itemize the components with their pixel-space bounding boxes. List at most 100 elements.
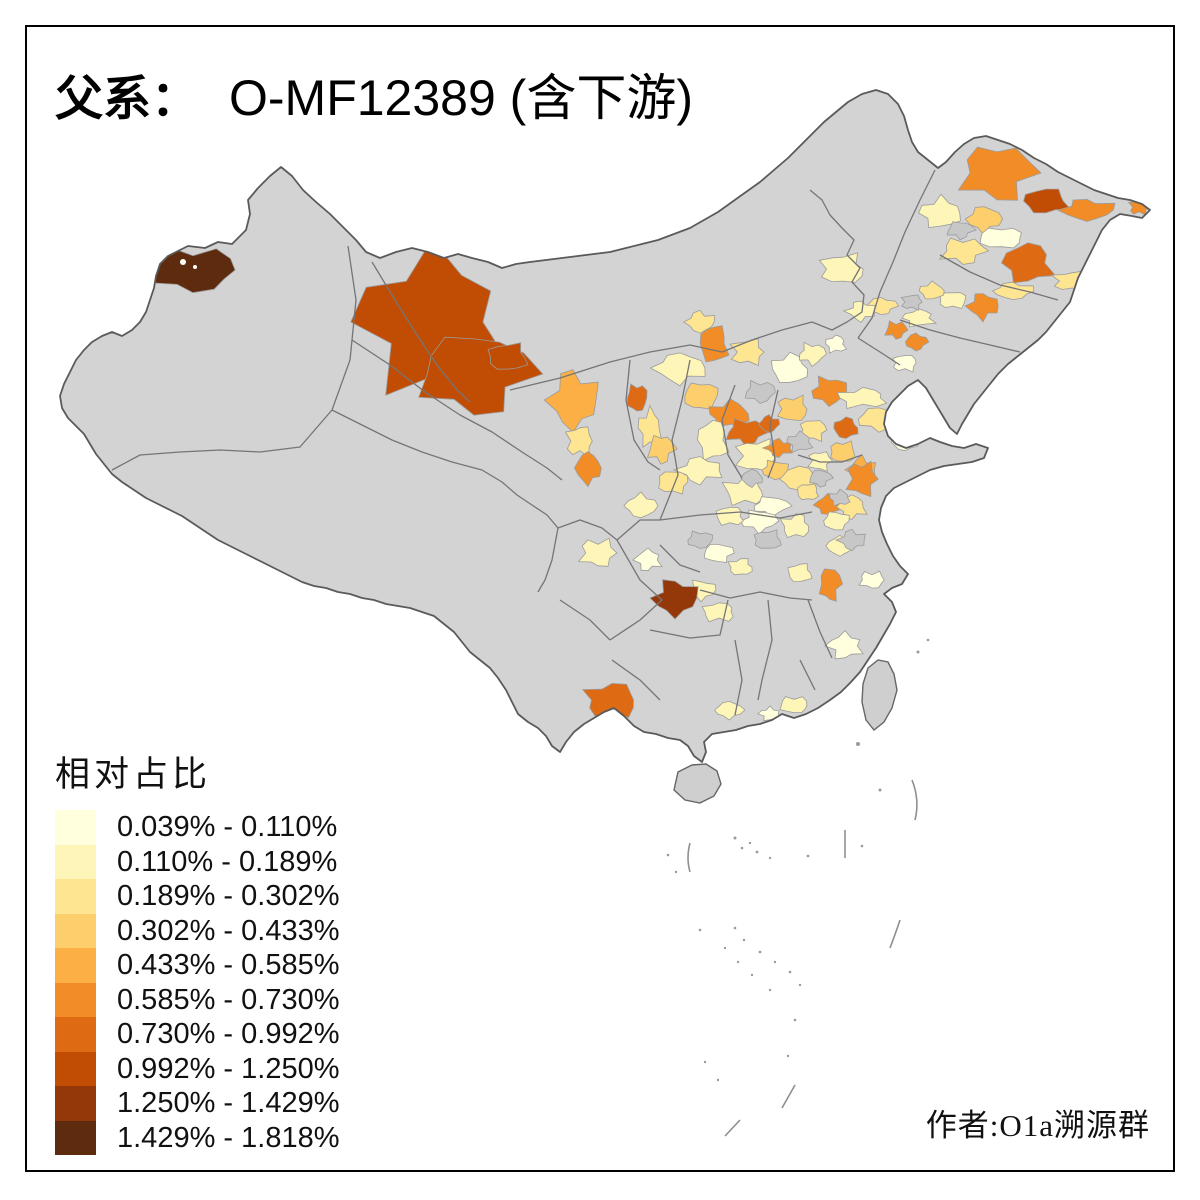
region-blob bbox=[957, 146, 1042, 201]
region-blob bbox=[725, 417, 770, 448]
legend-label: 0.302% - 0.433% bbox=[117, 914, 340, 947]
region-blob bbox=[632, 547, 663, 572]
legend-label: 1.250% - 1.429% bbox=[117, 1087, 340, 1119]
region-blob bbox=[573, 451, 602, 488]
region-blob bbox=[744, 379, 776, 404]
legend-label: 0.730% - 0.992% bbox=[117, 1018, 340, 1050]
region-blob bbox=[946, 221, 977, 241]
map-title: 父系： O-MF12389 (含下游) bbox=[55, 58, 693, 130]
region-blob bbox=[904, 332, 930, 352]
region-blob bbox=[786, 430, 814, 454]
region-blob bbox=[939, 292, 967, 309]
legend-label: 1.429% - 1.818% bbox=[117, 1121, 340, 1154]
region-blob bbox=[918, 193, 961, 229]
national-border bbox=[59, 89, 1151, 763]
legend-label: 0.039% - 0.110% bbox=[117, 811, 338, 843]
region-blob bbox=[918, 280, 945, 300]
region-blob bbox=[858, 570, 885, 589]
title-main: O-MF12389 (含下游) bbox=[229, 70, 693, 126]
legend-label: 0.110% - 0.189% bbox=[117, 845, 338, 878]
region-blob bbox=[823, 511, 850, 531]
region-blob bbox=[758, 414, 781, 434]
region-blob bbox=[828, 488, 851, 507]
region-blob bbox=[991, 281, 1035, 301]
region-blob bbox=[892, 354, 917, 373]
legend-swatch bbox=[55, 1017, 96, 1052]
legend-swatch bbox=[55, 948, 96, 983]
mainland-landmass bbox=[60, 90, 1150, 762]
region-blob bbox=[577, 537, 618, 567]
region-blob bbox=[779, 696, 808, 714]
region-blob bbox=[836, 386, 888, 410]
legend-label: 0.992% - 1.250% bbox=[117, 1052, 340, 1085]
region-blob bbox=[1000, 242, 1057, 284]
region-blob bbox=[809, 469, 834, 488]
region-blob bbox=[697, 419, 730, 462]
region-blob bbox=[825, 334, 848, 354]
province-borders bbox=[111, 169, 1059, 716]
region-blob bbox=[776, 394, 808, 422]
region-blob bbox=[740, 468, 763, 489]
title-prefix: 父系： bbox=[55, 73, 200, 126]
region-blob bbox=[798, 341, 827, 367]
region-blob bbox=[715, 506, 744, 526]
region-blob bbox=[964, 206, 1004, 236]
region-blob bbox=[823, 630, 864, 660]
region-blob bbox=[727, 558, 753, 576]
legend-label: 0.433% - 0.585% bbox=[117, 949, 340, 981]
region-blob bbox=[487, 342, 529, 370]
legend-swatch bbox=[55, 1120, 96, 1155]
legend-row: 1.250% - 1.429% bbox=[55, 1086, 339, 1121]
legend-row: 0.302% - 0.433% bbox=[55, 913, 340, 948]
region-blob bbox=[623, 491, 659, 519]
legend-row: 0.585% - 0.730% bbox=[55, 982, 340, 1017]
legend-row: 0.110% - 0.189% bbox=[55, 844, 339, 879]
region-blob bbox=[761, 437, 793, 458]
credit-text: 作者:O1a溯源群 bbox=[925, 1108, 1150, 1143]
legend-row: 0.189% - 0.302% bbox=[55, 879, 339, 914]
region-blob bbox=[753, 529, 782, 549]
region-blob bbox=[842, 300, 876, 323]
lake-specks bbox=[180, 259, 197, 269]
region-blob bbox=[1056, 198, 1116, 222]
legend-swatch bbox=[55, 913, 96, 948]
region-blob bbox=[543, 369, 599, 433]
region-blob bbox=[687, 530, 714, 549]
region-blob bbox=[649, 352, 706, 387]
region-blob bbox=[787, 563, 813, 583]
region-blob bbox=[647, 434, 678, 465]
legend-row: 0.992% - 1.250% bbox=[55, 1051, 340, 1086]
legend-label: 0.585% - 0.730% bbox=[117, 983, 340, 1016]
region-blob bbox=[830, 440, 856, 462]
legend-swatch bbox=[55, 844, 96, 879]
region-blob bbox=[683, 309, 716, 334]
legend-rows: 0.039% - 0.110% 0.110% - 0.189% 0.189% - 0… bbox=[55, 810, 339, 1155]
legend-title: 相对占比 bbox=[55, 755, 212, 794]
region-blob bbox=[649, 579, 699, 620]
region-blob bbox=[771, 351, 809, 384]
region-blob bbox=[779, 513, 809, 538]
region-blob bbox=[581, 682, 634, 719]
region-blob bbox=[845, 460, 879, 498]
region-blob bbox=[884, 320, 909, 340]
legend-row: 0.433% - 0.585% bbox=[55, 948, 339, 983]
sea-dash-lines bbox=[687, 779, 918, 1137]
region-blob bbox=[1023, 188, 1071, 214]
legend-row: 1.429% - 1.818% bbox=[55, 1120, 340, 1155]
region-blob bbox=[980, 227, 1022, 249]
region-blob bbox=[753, 496, 793, 519]
region-blob bbox=[797, 483, 820, 501]
region-blob bbox=[811, 375, 848, 408]
sea-island-specks bbox=[666, 638, 930, 1082]
region-blob bbox=[672, 456, 723, 486]
region-blob bbox=[901, 308, 938, 328]
region-blob bbox=[699, 325, 730, 363]
legend-swatch bbox=[55, 1086, 96, 1121]
legend: 相对占比 0.039% - 0.110% 0.110% - 0.189% 0.189… bbox=[55, 746, 339, 1155]
legend-label: 0.189% - 0.302% bbox=[117, 880, 340, 912]
region-blob bbox=[703, 544, 735, 563]
region-blob bbox=[658, 471, 689, 495]
region-blob bbox=[834, 528, 866, 552]
